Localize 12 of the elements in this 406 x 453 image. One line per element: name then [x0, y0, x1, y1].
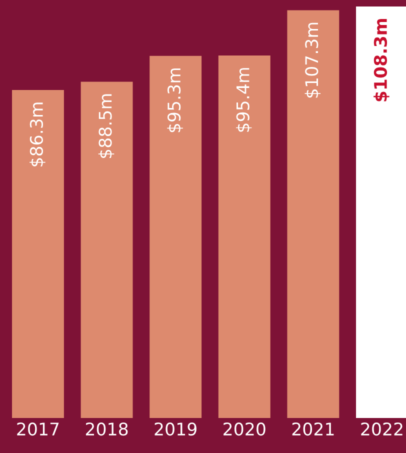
data-label: $95.4m: [236, 68, 252, 132]
data-label: $107.3m: [304, 22, 321, 98]
data-label: $95.3m: [167, 68, 183, 132]
data-label: $86.3m: [30, 102, 46, 166]
x-tick-label: 2018: [86, 422, 128, 436]
x-tick-label: 2020: [224, 422, 266, 436]
data-label: $108.3m: [374, 18, 390, 102]
x-tick-label: 2019: [154, 422, 196, 436]
x-tick-label: 2022: [361, 422, 402, 436]
data-label: $88.5m: [98, 94, 114, 158]
x-tick-label: 2017: [17, 422, 59, 436]
x-tick-label: 2021: [292, 422, 334, 436]
